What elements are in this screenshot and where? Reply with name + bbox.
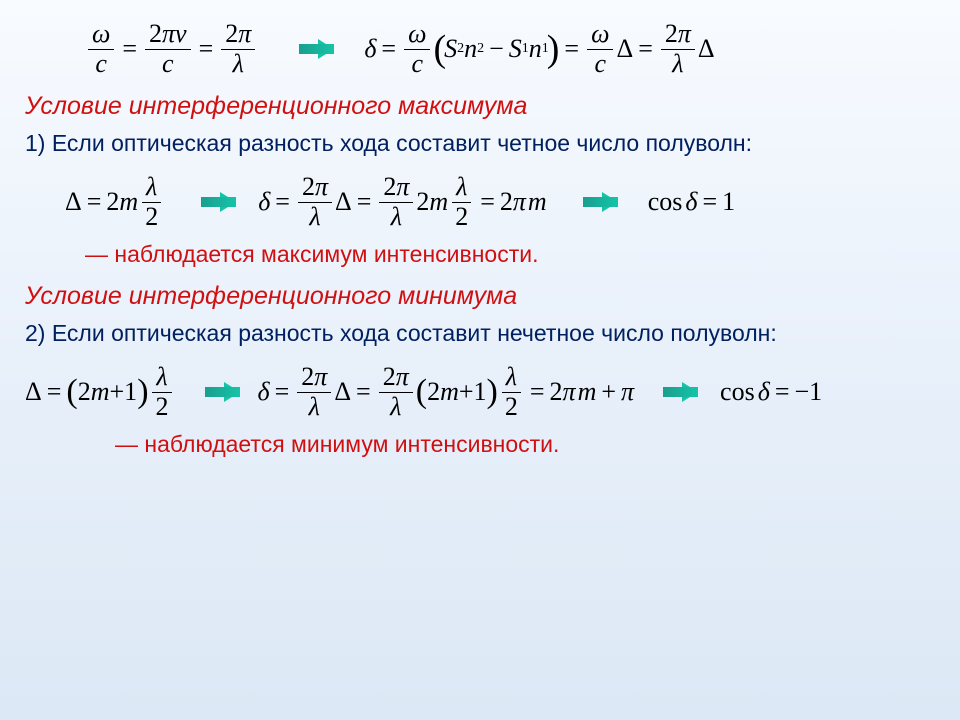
eq-min-cos: cosδ=−1	[720, 377, 822, 407]
eq-max-phase: δ= 2πλ Δ= 2πλ 2m λ2 =2πm	[258, 173, 547, 231]
arrow-icon	[602, 192, 618, 212]
heading-minimum: Условие интерференционного минимума	[25, 282, 935, 311]
top-equation-row: ωc = 2πνc = 2πλ δ= ωc ( S2n2 − S1n1 ) = …	[85, 20, 935, 78]
arrow-icon	[224, 382, 240, 402]
min-equation-row: Δ= (2m+1) λ2 δ= 2πλ Δ= 2πλ (2m+1) λ2 =2π…	[25, 363, 935, 421]
heading-maximum: Условие интерференционного максимума	[25, 92, 935, 121]
text-min-result: — наблюдается минимум интенсивности.	[115, 431, 935, 458]
max-equation-row: Δ=2m λ2 δ= 2πλ Δ= 2πλ 2m λ2 =2πm cosδ=1	[65, 173, 935, 231]
eq-omega-relation: ωc = 2πνc = 2πλ	[85, 20, 258, 78]
arrow-icon	[318, 39, 334, 59]
arrow-icon	[220, 192, 236, 212]
eq-max-cos: cosδ=1	[648, 187, 735, 217]
text-max-result: — наблюдается максимум интенсивности.	[85, 241, 935, 268]
text-max-condition: 1) Если оптическая разность хода состави…	[25, 129, 935, 159]
eq-delta-phase: δ= ωc ( S2n2 − S1n1 ) = ωc Δ = 2πλ Δ	[364, 20, 714, 78]
text-min-condition: 2) Если оптическая разность хода состави…	[25, 319, 935, 349]
arrow-icon	[682, 382, 698, 402]
eq-min-phase: δ= 2πλ Δ= 2πλ (2m+1) λ2 =2πm +π	[258, 363, 635, 421]
eq-max-delta: Δ=2m λ2	[65, 173, 165, 231]
eq-min-delta: Δ= (2m+1) λ2	[25, 363, 176, 421]
